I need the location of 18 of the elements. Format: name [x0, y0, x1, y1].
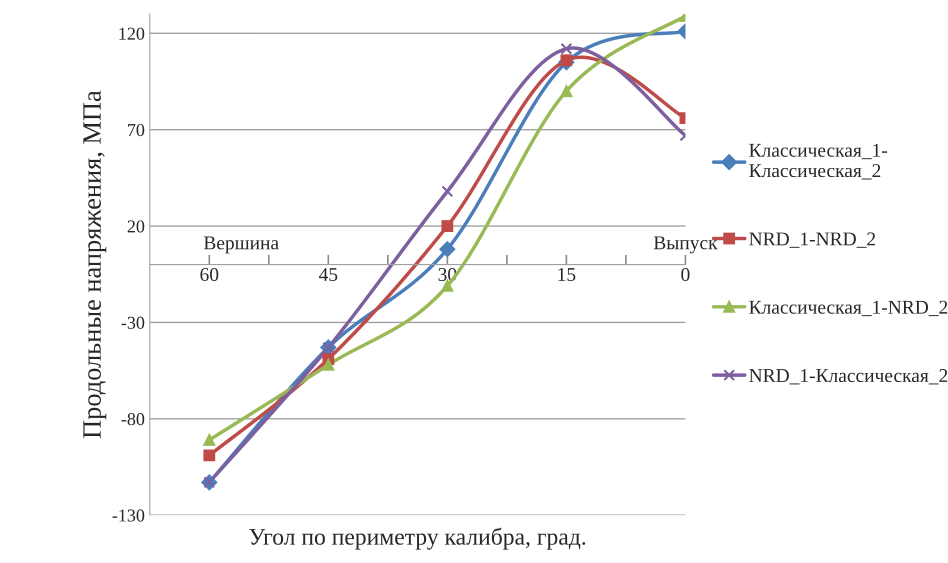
legend-label: NRD_1-NRD_2	[749, 232, 876, 248]
legend-label: NRD_1-Классическая_2	[749, 369, 948, 384]
x-tick-label: 0	[681, 268, 690, 282]
y-tick-label: -130	[112, 509, 144, 522]
y-tick-label: -80	[122, 413, 144, 426]
legend-label: Классическая_1-Классическая_2	[749, 144, 888, 180]
annotation: Выпуск	[654, 236, 718, 254]
y-tick-label: -30	[122, 316, 144, 329]
annotation: Вершина	[204, 236, 279, 254]
y-tick-label: 20	[128, 220, 144, 233]
x-tick-label: 45	[318, 268, 338, 282]
y-tick-label: 120	[119, 28, 144, 40]
x-axis-title: Угол по периметру калибра, град.	[249, 528, 586, 550]
y-tick-label: 70	[128, 124, 144, 136]
legend-label: Классическая_1-NRD_2	[749, 300, 948, 316]
x-tick-label: 15	[558, 268, 576, 282]
y-axis-title: Продольные напряжения, МПа	[83, 90, 106, 438]
x-tick-label: 60	[200, 268, 218, 282]
